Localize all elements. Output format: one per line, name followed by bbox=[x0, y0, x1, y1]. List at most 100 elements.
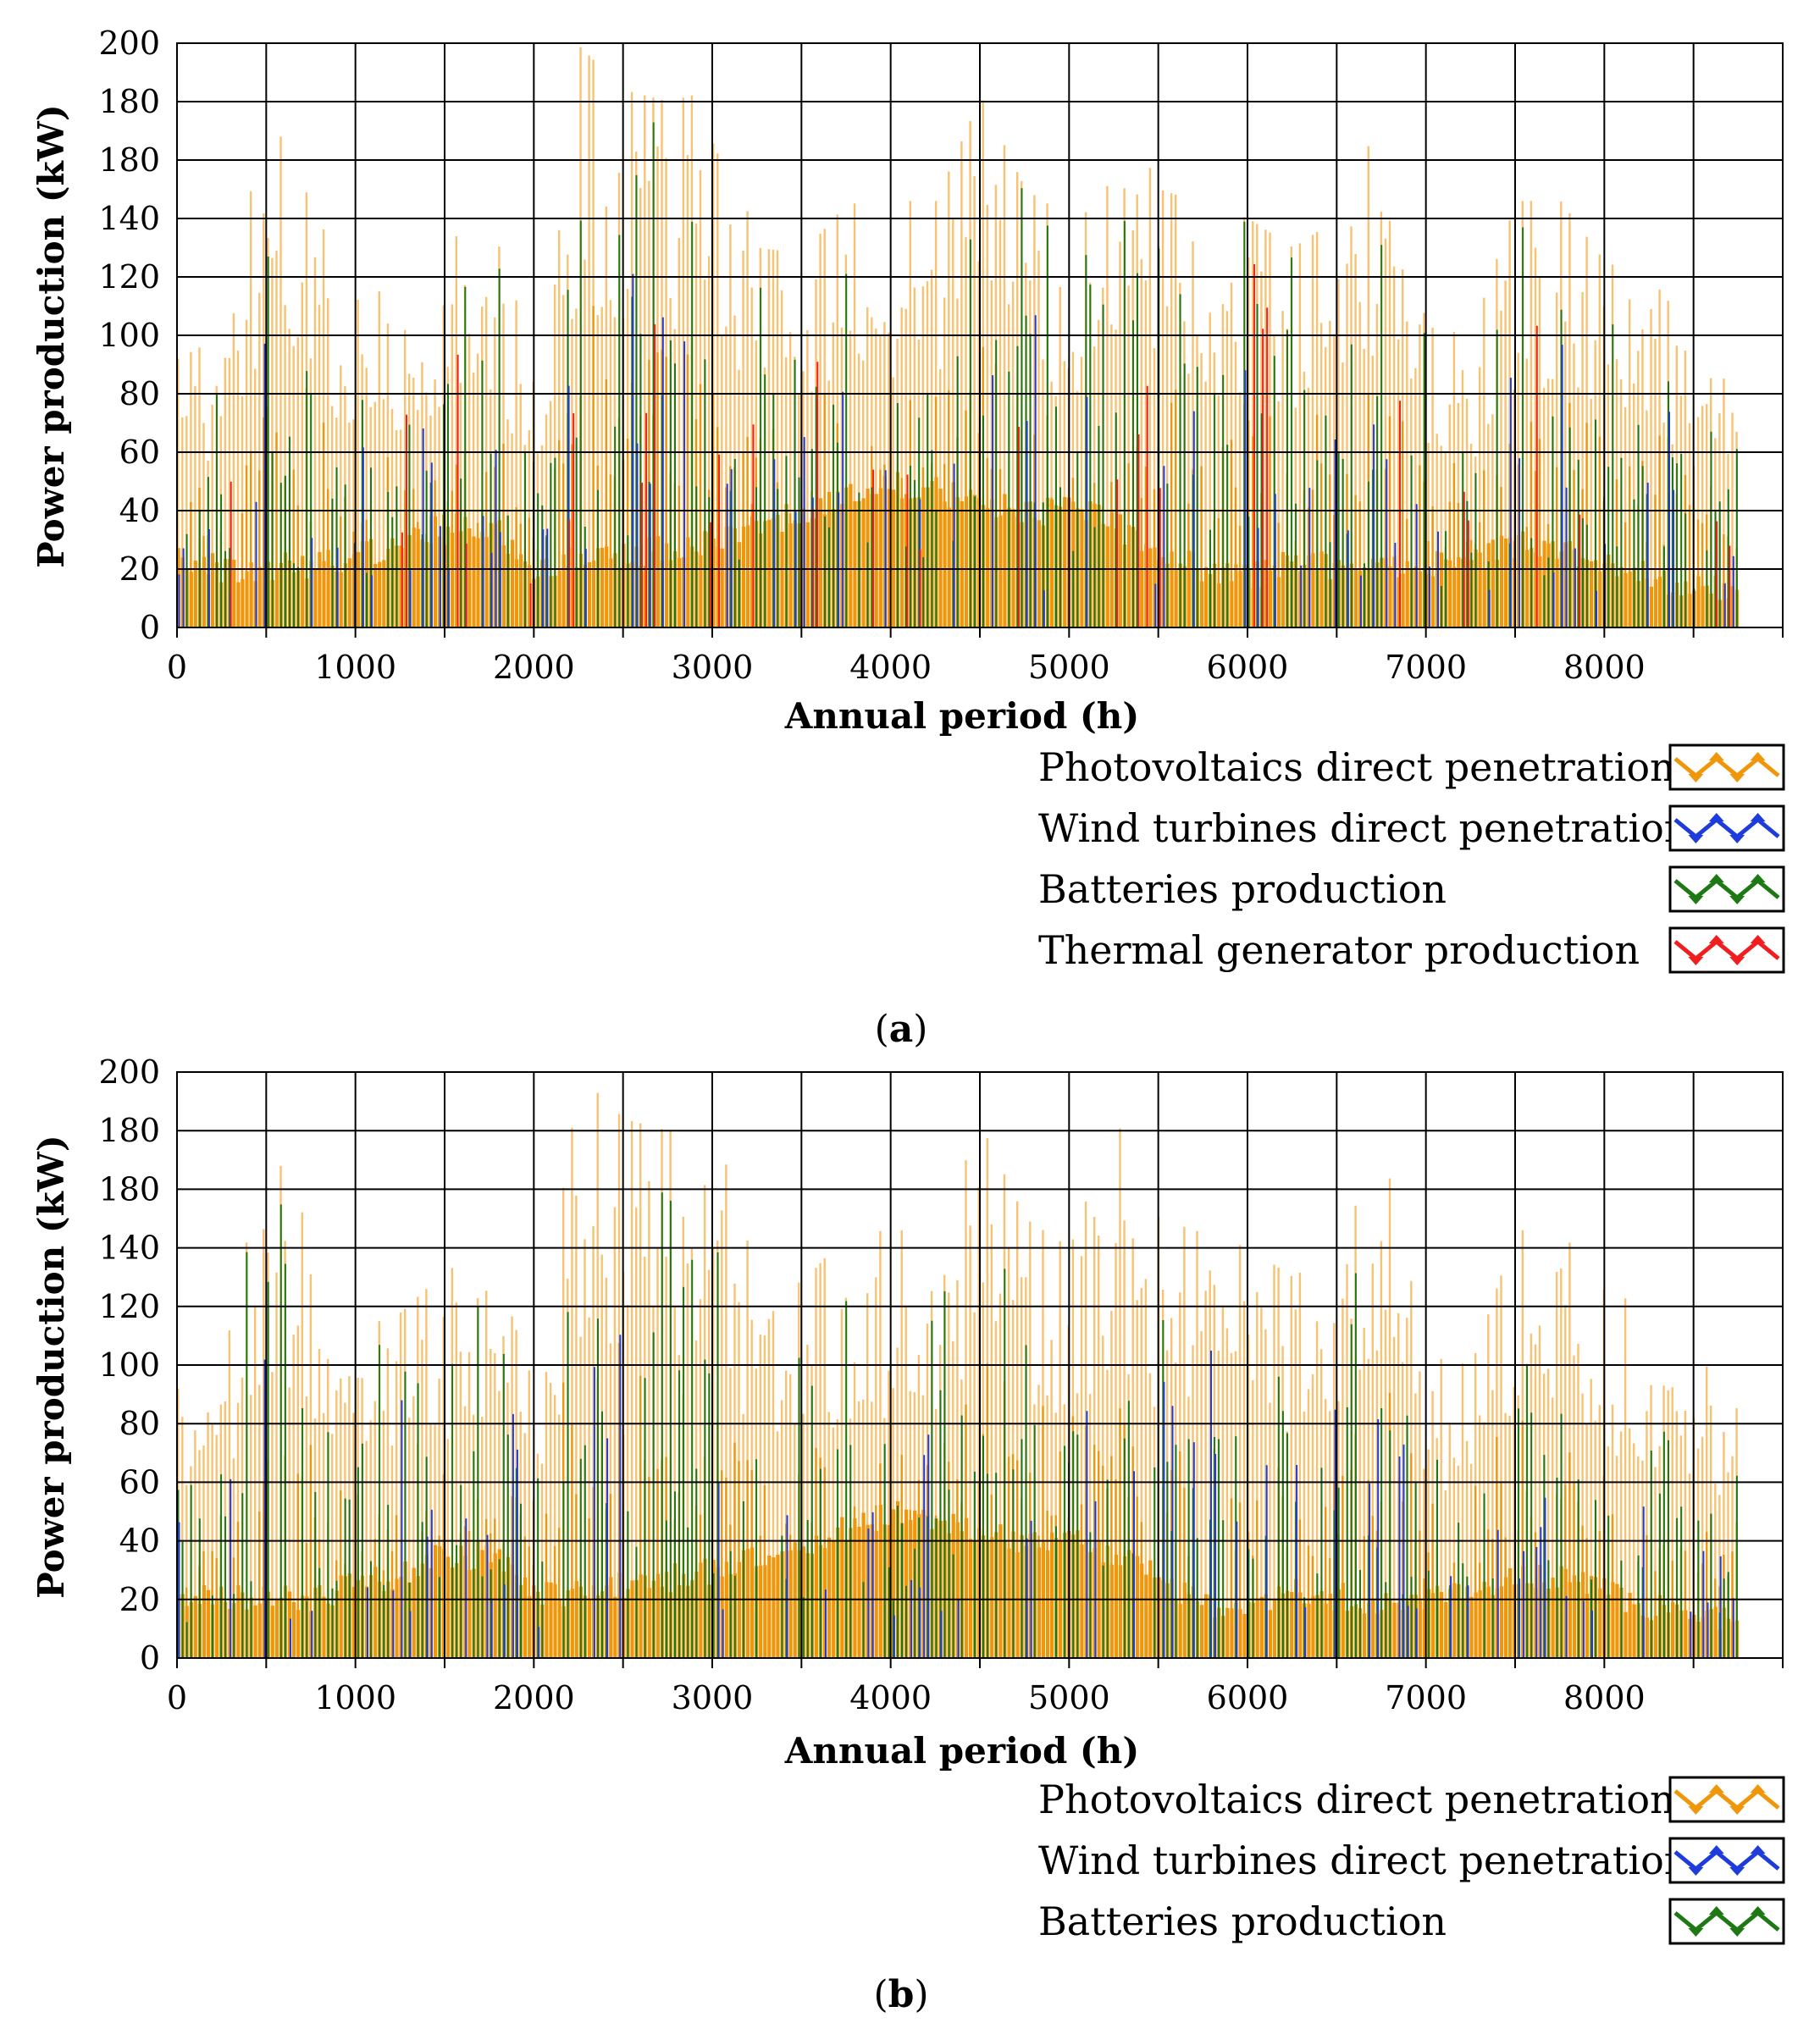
pv-bar-light bbox=[1115, 1242, 1117, 1658]
pv-bar-light bbox=[254, 368, 257, 627]
pv-bar-light bbox=[1098, 1235, 1100, 1658]
pv-bar-light bbox=[215, 1434, 218, 1658]
pv-bar-light bbox=[1414, 368, 1417, 627]
pv-bar-mid bbox=[523, 1536, 526, 1658]
pv-bar-light bbox=[853, 203, 856, 627]
pv-bar-mid bbox=[1714, 1578, 1717, 1658]
pv-bar-light bbox=[540, 1463, 544, 1658]
pv-bar-light bbox=[318, 1348, 321, 1658]
pv-bar-light bbox=[1701, 406, 1704, 627]
pv-bar-dark bbox=[1503, 539, 1508, 627]
legend-swatch-marker bbox=[1688, 1928, 1704, 1937]
pv-bar-light bbox=[879, 1230, 882, 1658]
pv-bar-light bbox=[292, 1334, 295, 1658]
pv-bar-mid bbox=[1654, 495, 1657, 627]
pv-bar-mid bbox=[327, 489, 329, 627]
pv-bar-light bbox=[1538, 1325, 1541, 1658]
pv-bar-light bbox=[746, 1240, 749, 1658]
pv-bar-mid bbox=[1483, 470, 1485, 627]
legend-swatch-marker bbox=[1688, 957, 1704, 965]
pv-bar-light bbox=[986, 204, 988, 627]
x-tick-labels-b: 0 1000 2000 3000 4000 5000 6000 7000 8000 bbox=[167, 1679, 1646, 1716]
pv-bar-dark bbox=[1397, 577, 1401, 627]
pv-bar-light bbox=[241, 396, 244, 627]
pv-bar-light bbox=[545, 414, 548, 627]
pv-bar-light bbox=[211, 404, 213, 627]
pv-bar-light bbox=[592, 1226, 595, 1658]
pv-bar-mid bbox=[1573, 470, 1575, 627]
y-tick-label: 100 bbox=[98, 317, 160, 354]
pv-bar-dark bbox=[1105, 526, 1109, 627]
pv-bar-mid bbox=[1448, 501, 1451, 627]
pv-bar-dark bbox=[780, 532, 784, 627]
pv-bar-mid bbox=[258, 470, 261, 627]
pv-bar-light bbox=[194, 386, 196, 627]
pv-bar-light bbox=[378, 291, 380, 627]
pv-bar-light bbox=[1303, 1412, 1306, 1658]
pv-bar-light bbox=[322, 1412, 325, 1658]
pv-bar-light bbox=[553, 285, 556, 627]
pv-bar-dark bbox=[805, 522, 810, 627]
pv-bar-light bbox=[1367, 146, 1369, 628]
pv-bar-light bbox=[1552, 1397, 1554, 1658]
legend-swatch-marker bbox=[1729, 774, 1745, 782]
pv-bar-light bbox=[250, 1395, 252, 1658]
pv-bar-light bbox=[806, 329, 809, 627]
pv-bar-mid bbox=[1479, 522, 1481, 627]
pv-bar-light bbox=[250, 191, 252, 627]
pv-bar-light bbox=[485, 296, 488, 627]
legend-swatch-marker bbox=[1708, 752, 1724, 760]
legend-swatch-marker bbox=[1708, 935, 1724, 943]
y-tick-label: 180 bbox=[98, 141, 160, 179]
legend-swatch-marker bbox=[1708, 874, 1724, 882]
pv-bar-mid bbox=[699, 1514, 702, 1658]
pv-bar-light bbox=[721, 1210, 723, 1658]
pv-bar-light bbox=[707, 256, 711, 627]
pv-bar-mid bbox=[699, 384, 702, 627]
pv-bar-mid bbox=[956, 1479, 959, 1658]
legend-swatch-marker bbox=[1708, 1845, 1724, 1854]
pv-bar-mid bbox=[1452, 463, 1456, 627]
pv-bar-light bbox=[1119, 1128, 1121, 1658]
pv-bar-light bbox=[490, 1348, 492, 1658]
pv-bar-mid bbox=[528, 517, 530, 627]
pv-bar-dark bbox=[960, 501, 964, 627]
pv-bar-light bbox=[228, 1330, 231, 1658]
pv-bar-dark bbox=[253, 1605, 257, 1658]
x-tick-label: 7000 bbox=[1385, 1679, 1467, 1716]
pv-bar-light bbox=[930, 269, 933, 627]
pv-bar-dark bbox=[772, 1557, 776, 1658]
legend-swatch-line bbox=[1673, 1788, 1780, 1811]
pv-bar-mid bbox=[605, 379, 607, 627]
pv-bar-mid bbox=[763, 1484, 766, 1658]
pv-bar-mid bbox=[1431, 506, 1434, 627]
pv-bar-light bbox=[973, 175, 976, 627]
pv-bar-mid bbox=[1333, 515, 1336, 627]
pv-bar-dark bbox=[373, 564, 378, 627]
pv-bar-light bbox=[1088, 1394, 1092, 1658]
x-tick-label: 6000 bbox=[1207, 649, 1289, 686]
pv-bar-dark bbox=[643, 566, 647, 627]
plot-frame-b bbox=[176, 1071, 1784, 1659]
pv-bar-light bbox=[699, 1299, 702, 1658]
pv-bar-mid bbox=[1479, 1562, 1481, 1658]
pv-bar-mid bbox=[875, 520, 877, 627]
pv-bar-light bbox=[1650, 309, 1652, 627]
pv-bar-mid bbox=[190, 501, 192, 627]
pv-bar-light bbox=[725, 326, 727, 627]
pv-bar-light bbox=[263, 1229, 265, 1658]
pv-bar-mid bbox=[558, 1528, 561, 1658]
pv-bar-mid bbox=[1354, 495, 1357, 627]
pv-bar-mid bbox=[1119, 1408, 1121, 1658]
y-tick-label: 200 bbox=[98, 1053, 160, 1091]
pv-bar-light bbox=[1346, 263, 1348, 627]
pv-bar-mid bbox=[1684, 1550, 1687, 1658]
pv-bar-mid bbox=[943, 463, 946, 627]
pv-bar-dark bbox=[767, 519, 772, 627]
pv-bar-light bbox=[1469, 444, 1473, 627]
pv-bar-mid bbox=[617, 1343, 621, 1658]
pv-bar-dark bbox=[1590, 561, 1594, 627]
pv-bar-dark bbox=[818, 498, 823, 627]
pv-bar-mid bbox=[390, 1550, 394, 1658]
pv-bar-light bbox=[399, 1312, 402, 1658]
